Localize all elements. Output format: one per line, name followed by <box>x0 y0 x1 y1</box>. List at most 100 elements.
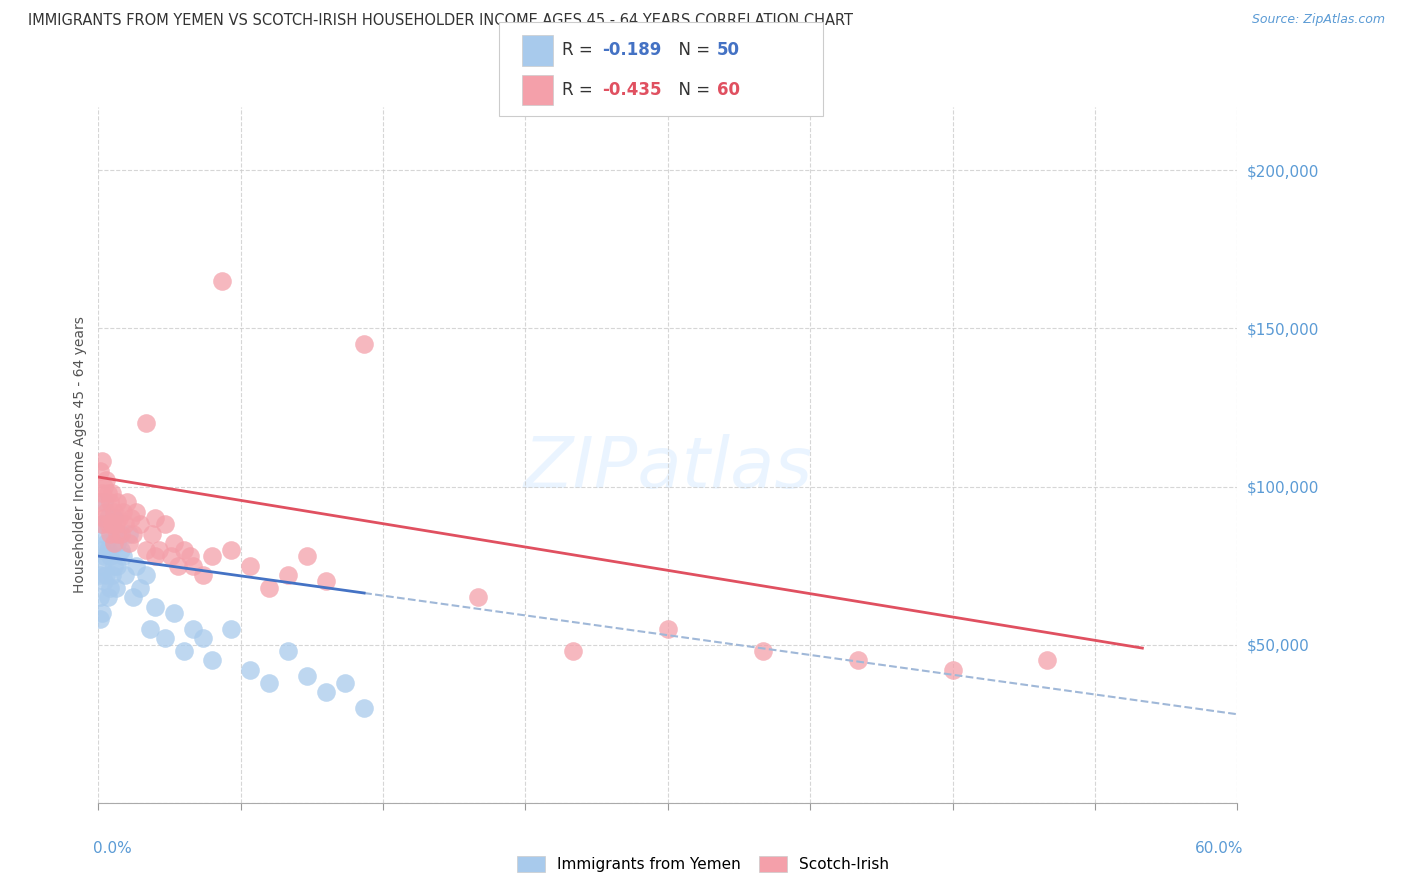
Point <box>129 517 152 532</box>
Point <box>191 568 214 582</box>
Point <box>89 612 111 626</box>
Point <box>942 663 965 677</box>
Point <box>297 549 319 563</box>
Point <box>125 505 148 519</box>
Text: 0.0%: 0.0% <box>93 841 132 856</box>
Point <box>297 669 319 683</box>
Point <box>91 517 114 532</box>
Point <box>259 675 281 690</box>
Text: 50: 50 <box>717 42 740 60</box>
Point <box>120 511 142 525</box>
Point <box>103 536 125 550</box>
Point <box>89 464 111 478</box>
Point <box>107 536 129 550</box>
Point <box>752 644 775 658</box>
Point <box>93 495 115 509</box>
Point <box>129 581 152 595</box>
Legend: Immigrants from Yemen, Scotch-Irish: Immigrants from Yemen, Scotch-Irish <box>509 848 897 880</box>
Text: -0.189: -0.189 <box>602 42 661 60</box>
Point <box>94 536 117 550</box>
Point <box>97 591 120 605</box>
Text: 60: 60 <box>717 81 740 99</box>
Point <box>100 517 122 532</box>
Point <box>467 591 489 605</box>
Text: IMMIGRANTS FROM YEMEN VS SCOTCH-IRISH HOUSEHOLDER INCOME AGES 45 - 64 YEARS CORR: IMMIGRANTS FROM YEMEN VS SCOTCH-IRISH HO… <box>28 13 853 29</box>
Point <box>98 549 121 563</box>
Point <box>114 517 136 532</box>
Point <box>91 542 114 557</box>
Point <box>141 527 163 541</box>
Point <box>94 473 117 487</box>
Point <box>201 549 224 563</box>
Point <box>148 542 170 557</box>
Text: R =: R = <box>562 81 599 99</box>
Point <box>163 536 186 550</box>
Point <box>98 527 121 541</box>
Point <box>93 527 115 541</box>
Point <box>121 591 143 605</box>
Point <box>121 527 143 541</box>
Point <box>89 495 111 509</box>
Point <box>657 622 679 636</box>
Point <box>183 558 205 573</box>
Point <box>89 591 111 605</box>
Point <box>221 622 243 636</box>
Point <box>93 574 115 589</box>
Text: ZIPatlas: ZIPatlas <box>523 434 813 503</box>
Point <box>191 632 214 646</box>
Point <box>100 568 122 582</box>
Point <box>259 581 281 595</box>
Point <box>103 505 125 519</box>
Point <box>239 558 262 573</box>
Point <box>97 511 120 525</box>
Point <box>91 558 114 573</box>
Point <box>98 495 121 509</box>
Point <box>108 511 131 525</box>
Point <box>335 675 357 690</box>
Point <box>89 568 111 582</box>
Point <box>239 663 262 677</box>
Point <box>107 558 129 573</box>
Point <box>135 542 157 557</box>
Point <box>104 517 127 532</box>
Point <box>183 622 205 636</box>
Point <box>97 517 120 532</box>
Point <box>353 337 375 351</box>
Point <box>103 511 125 525</box>
Point <box>94 568 117 582</box>
Point <box>153 517 176 532</box>
Point <box>277 568 299 582</box>
Point <box>110 542 132 557</box>
Point <box>100 517 122 532</box>
Point <box>114 568 136 582</box>
Point <box>94 505 117 519</box>
Point <box>173 542 195 557</box>
Point <box>153 632 176 646</box>
Y-axis label: Householder Income Ages 45 - 64 years: Householder Income Ages 45 - 64 years <box>73 317 87 593</box>
Point <box>108 527 131 541</box>
Text: Source: ZipAtlas.com: Source: ZipAtlas.com <box>1251 13 1385 27</box>
Point <box>104 581 127 595</box>
Point <box>125 558 148 573</box>
Point <box>135 417 157 431</box>
Text: R =: R = <box>562 42 599 60</box>
Point <box>135 568 157 582</box>
Point <box>107 527 129 541</box>
Point <box>107 495 129 509</box>
Point <box>167 558 190 573</box>
Point <box>163 606 186 620</box>
Point <box>315 685 337 699</box>
Point <box>118 527 141 541</box>
Point <box>562 644 585 658</box>
Point <box>173 644 195 658</box>
Point <box>159 549 181 563</box>
Point <box>110 527 132 541</box>
Text: N =: N = <box>668 42 716 60</box>
Point <box>112 505 135 519</box>
Text: N =: N = <box>668 81 716 99</box>
Point <box>97 486 120 500</box>
Point <box>118 536 141 550</box>
Point <box>277 644 299 658</box>
Point <box>97 542 120 557</box>
Point <box>1036 653 1059 667</box>
